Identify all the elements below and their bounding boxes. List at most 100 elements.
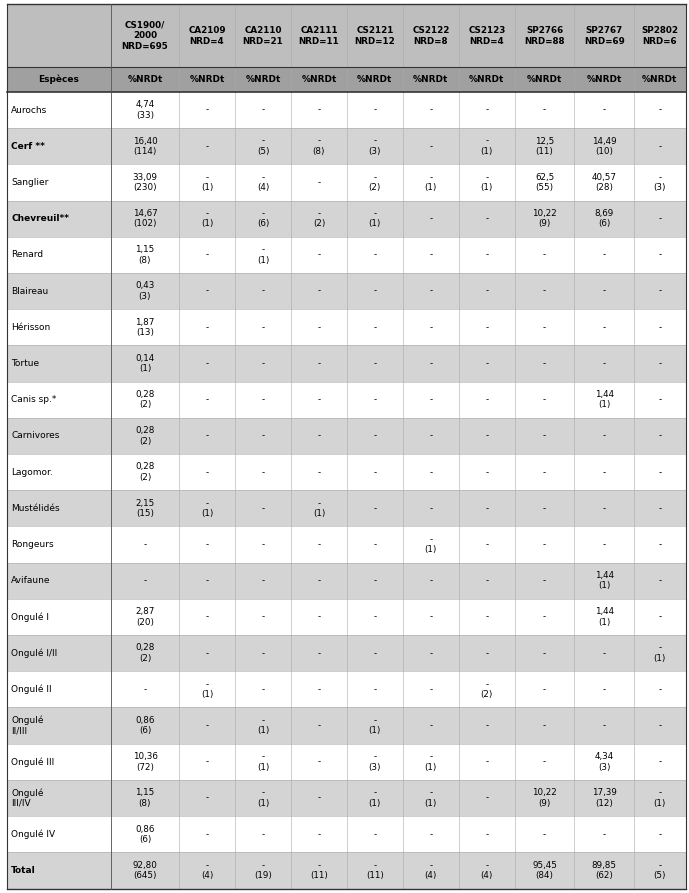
Text: -: - bbox=[318, 685, 320, 694]
Text: -
(3): - (3) bbox=[369, 752, 381, 772]
Text: -
(1): - (1) bbox=[369, 209, 381, 229]
Text: -: - bbox=[261, 685, 265, 694]
Text: -: - bbox=[261, 504, 265, 513]
Text: -
(1): - (1) bbox=[313, 498, 325, 518]
Text: -: - bbox=[205, 830, 209, 839]
Text: -
(1): - (1) bbox=[201, 680, 213, 699]
Text: 4,74
(33): 4,74 (33) bbox=[135, 100, 154, 120]
Text: 0,28
(2): 0,28 (2) bbox=[135, 644, 154, 663]
Text: Carnivores: Carnivores bbox=[11, 431, 59, 440]
Text: CA2111
NRD=11: CA2111 NRD=11 bbox=[298, 26, 340, 46]
Bar bbox=[7, 4, 111, 67]
Text: -: - bbox=[485, 250, 489, 259]
Text: -: - bbox=[429, 359, 433, 368]
Text: -: - bbox=[543, 396, 546, 405]
Text: -: - bbox=[373, 468, 376, 477]
Text: -: - bbox=[485, 214, 489, 223]
Text: Aurochs: Aurochs bbox=[11, 105, 48, 114]
Text: Avifaune: Avifaune bbox=[11, 576, 50, 585]
Text: -
(1): - (1) bbox=[257, 752, 269, 772]
Text: -: - bbox=[373, 431, 376, 440]
Text: -: - bbox=[603, 359, 606, 368]
Text: Blaireau: Blaireau bbox=[11, 287, 48, 296]
Text: %NRDt: %NRDt bbox=[469, 75, 504, 84]
Text: -: - bbox=[205, 250, 209, 259]
Text: -: - bbox=[261, 468, 265, 477]
Text: -
(8): - (8) bbox=[313, 137, 325, 156]
Bar bbox=[7, 129, 686, 164]
Text: -: - bbox=[543, 504, 546, 513]
Text: -
(1): - (1) bbox=[201, 498, 213, 518]
Text: -: - bbox=[603, 105, 606, 114]
Text: 62,5
(55): 62,5 (55) bbox=[535, 173, 554, 192]
Text: -: - bbox=[318, 359, 320, 368]
Text: -: - bbox=[205, 648, 209, 657]
Text: Espèces: Espèces bbox=[39, 75, 79, 84]
Text: Ongulé
III/IV: Ongulé III/IV bbox=[11, 788, 43, 808]
Bar bbox=[7, 490, 686, 527]
Text: -
(3): - (3) bbox=[653, 173, 666, 192]
Text: -
(5): - (5) bbox=[257, 137, 269, 156]
Text: Ongulé I: Ongulé I bbox=[11, 613, 49, 622]
Text: 12,5
(11): 12,5 (11) bbox=[535, 137, 554, 156]
Bar bbox=[7, 273, 686, 309]
Text: CS1900/
2000
NRD=695: CS1900/ 2000 NRD=695 bbox=[122, 21, 168, 51]
Text: %NRDt: %NRDt bbox=[189, 75, 225, 84]
Text: -: - bbox=[373, 359, 376, 368]
Text: -: - bbox=[318, 794, 320, 803]
Text: -: - bbox=[658, 250, 661, 259]
Text: -
(11): - (11) bbox=[310, 861, 328, 880]
Text: SP2802
NRD=6: SP2802 NRD=6 bbox=[641, 26, 678, 46]
Text: -: - bbox=[261, 648, 265, 657]
Text: -: - bbox=[603, 323, 606, 332]
Text: -
(1): - (1) bbox=[257, 246, 269, 264]
Text: -: - bbox=[658, 214, 661, 223]
Text: -: - bbox=[603, 287, 606, 296]
Text: -: - bbox=[603, 431, 606, 440]
Text: 14,49
(10): 14,49 (10) bbox=[592, 137, 617, 156]
Text: -
(4): - (4) bbox=[257, 173, 269, 192]
Text: -: - bbox=[205, 794, 209, 803]
Text: 17,39
(12): 17,39 (12) bbox=[592, 789, 617, 807]
Text: -: - bbox=[205, 613, 209, 622]
Text: Ongulé I/II: Ongulé I/II bbox=[11, 648, 57, 658]
Bar bbox=[347, 67, 403, 92]
Text: 1,87
(13): 1,87 (13) bbox=[135, 318, 154, 337]
Text: -: - bbox=[603, 540, 606, 549]
Text: -: - bbox=[318, 613, 320, 622]
Text: -
(1): - (1) bbox=[654, 644, 666, 663]
Bar bbox=[7, 852, 686, 889]
Text: %NRDt: %NRDt bbox=[357, 75, 393, 84]
Text: -: - bbox=[373, 250, 376, 259]
Text: -: - bbox=[603, 250, 606, 259]
Text: -: - bbox=[373, 830, 376, 839]
Text: -: - bbox=[429, 431, 433, 440]
Text: -: - bbox=[205, 105, 209, 114]
Text: -
(1): - (1) bbox=[257, 789, 269, 807]
Bar bbox=[7, 635, 686, 672]
Text: -
(1): - (1) bbox=[424, 752, 437, 772]
Text: -
(1): - (1) bbox=[201, 173, 213, 192]
Text: -: - bbox=[485, 287, 489, 296]
Text: -: - bbox=[658, 722, 661, 730]
Text: Sanglier: Sanglier bbox=[11, 178, 48, 187]
Text: -: - bbox=[429, 287, 433, 296]
Text: -
(1): - (1) bbox=[424, 535, 437, 555]
Bar bbox=[7, 744, 686, 780]
Text: %NRDt: %NRDt bbox=[127, 75, 163, 84]
Text: -
(19): - (19) bbox=[254, 861, 272, 880]
Bar bbox=[179, 67, 235, 92]
Text: Chevreuil**: Chevreuil** bbox=[11, 214, 69, 223]
Text: Total: Total bbox=[11, 866, 36, 875]
Text: 10,22
(9): 10,22 (9) bbox=[532, 789, 557, 807]
Text: -: - bbox=[429, 105, 433, 114]
Text: -: - bbox=[261, 105, 265, 114]
Text: -: - bbox=[261, 287, 265, 296]
Text: -: - bbox=[603, 504, 606, 513]
Text: -
(4): - (4) bbox=[201, 861, 213, 880]
Bar bbox=[111, 4, 179, 67]
Text: -: - bbox=[429, 250, 433, 259]
Text: Hérisson: Hérisson bbox=[11, 323, 50, 332]
Text: -
(1): - (1) bbox=[369, 789, 381, 807]
Text: -: - bbox=[373, 685, 376, 694]
